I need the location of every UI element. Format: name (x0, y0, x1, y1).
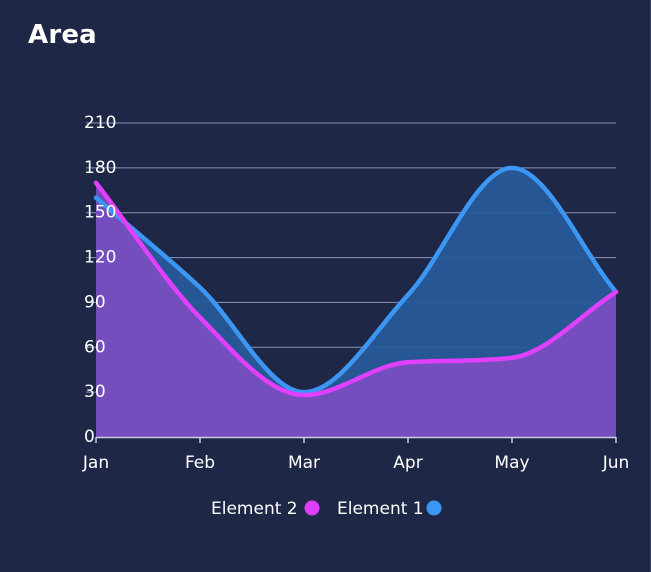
y-tick-label-0: 0 (84, 427, 95, 447)
legend-label: Element 2 (211, 499, 298, 519)
x-tick-label-may: May (494, 453, 529, 473)
y-tick-label-60: 60 (84, 337, 106, 357)
legend-item-element-1: Element 1 (337, 499, 442, 519)
legend-label: Element 1 (337, 499, 424, 519)
y-tick-label-210: 210 (84, 113, 116, 133)
y-tick-label-30: 30 (84, 382, 106, 402)
chart-title: Area (28, 20, 97, 50)
y-tick-label-90: 90 (84, 292, 106, 312)
legend-marker (426, 500, 442, 516)
legend: Element 2 Element 1 (211, 499, 442, 519)
y-tick-label-180: 180 (84, 158, 116, 178)
area-fills (96, 167, 616, 437)
axes: 0 30 60 90 120 150 180 210 Jan Feb Mar Apr May Jun (82, 113, 629, 473)
x-tick-label-jan: Jan (82, 453, 109, 473)
area-fill-series-2 (96, 182, 616, 437)
legend-marker (304, 500, 320, 516)
x-tick-label-feb: Feb (185, 453, 215, 473)
x-tick-label-jun: Jun (602, 453, 630, 473)
y-tick-label-150: 150 (84, 203, 116, 223)
series-line-2 (93, 180, 619, 398)
y-tick-label-120: 120 (84, 248, 116, 268)
x-tick-label-apr: Apr (393, 453, 422, 473)
series-lines (93, 165, 619, 398)
legend-item-element-2: Element 2 (211, 499, 320, 519)
series-line-1 (93, 165, 619, 395)
x-tick-label-mar: Mar (288, 453, 320, 473)
